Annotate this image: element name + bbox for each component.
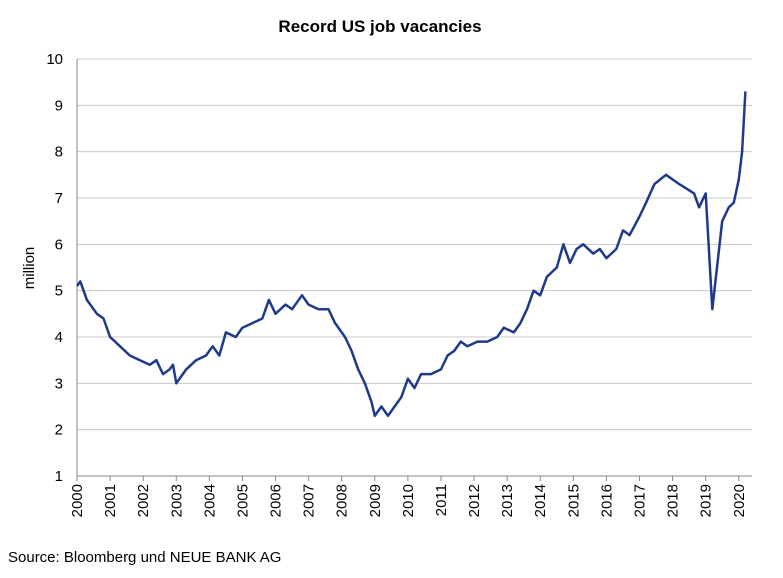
chart-title: Record US job vacancies	[278, 17, 481, 36]
x-tick-label: 2014	[532, 484, 549, 517]
x-tick-label: 2013	[499, 484, 516, 517]
x-tick-label: 2008	[334, 484, 351, 517]
x-tick-label: 2001	[102, 484, 119, 517]
source-note: Source: Bloomberg und NEUE BANK AG	[8, 549, 281, 566]
x-tick-label: 2010	[400, 484, 417, 517]
y-axis-label: million	[21, 247, 38, 290]
x-tick-label: 2017	[632, 484, 649, 517]
x-tick-label: 2011	[433, 484, 450, 516]
series-line	[75, 91, 747, 418]
x-tick-label: 2016	[598, 484, 615, 517]
x-tick-label: 2009	[367, 484, 384, 517]
y-tick-label: 5	[55, 283, 63, 300]
y-tick-label: 10	[46, 51, 63, 68]
y-tick-label: 9	[55, 97, 63, 114]
y-tick-label: 4	[55, 329, 63, 346]
x-tick-label: 2006	[268, 484, 285, 517]
x-tick-label: 2000	[69, 484, 86, 517]
x-tick-label: 2002	[135, 484, 152, 517]
y-tick-label: 6	[55, 236, 63, 253]
y-tick-label: 7	[55, 190, 63, 207]
x-tick-label: 2004	[201, 484, 218, 517]
x-tick-label: 2018	[665, 484, 682, 517]
x-tick-label: 2020	[731, 484, 748, 517]
x-tick-label: 2012	[466, 484, 483, 517]
y-tick-label: 3	[55, 375, 63, 392]
y-tick-label: 8	[55, 144, 63, 161]
x-tick-label: 2019	[698, 484, 715, 517]
y-tick-label: 2	[55, 422, 63, 439]
y-tick-label: 1	[55, 468, 63, 485]
x-tick-label: 2003	[168, 484, 185, 517]
x-tick-label: 2005	[234, 484, 251, 517]
x-tick-label: 2015	[565, 484, 582, 517]
x-tick-label: 2007	[301, 484, 318, 517]
